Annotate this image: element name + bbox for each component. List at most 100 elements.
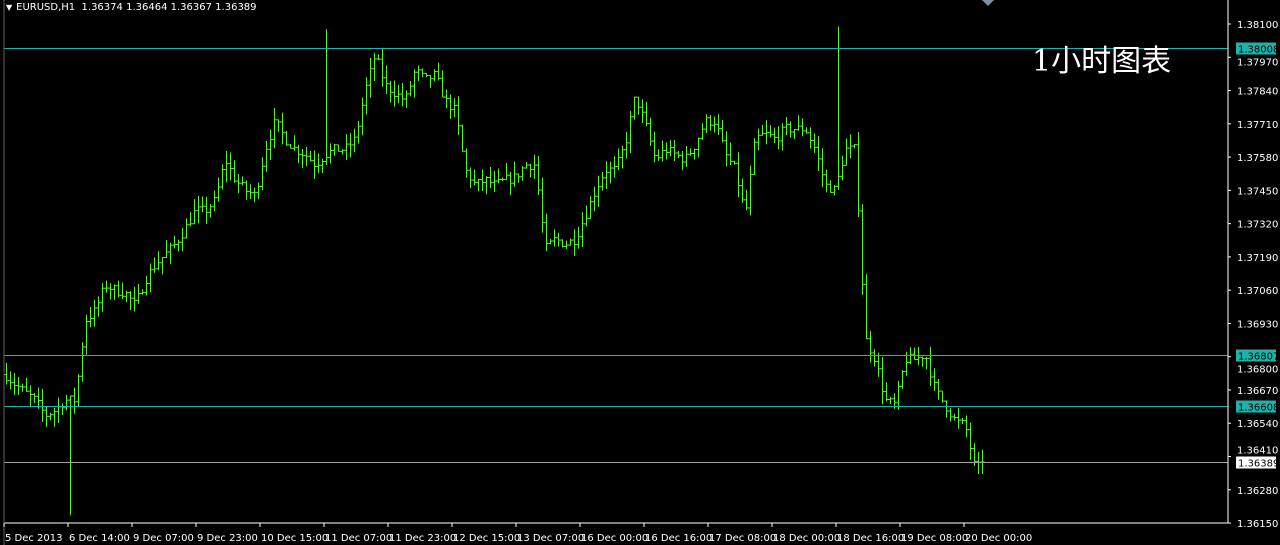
ohlc-bar — [188, 212, 193, 227]
ohlc-bar — [40, 388, 45, 422]
ohlc-bar — [292, 135, 297, 151]
ohlc-bar — [756, 128, 761, 151]
time-tick-label: 10 Dec 15:00 — [261, 533, 328, 544]
close-price: 1.36389 — [215, 2, 257, 13]
ohlc-bar — [76, 374, 81, 407]
ohlc-bar — [236, 174, 241, 194]
ohlc-bar — [248, 184, 253, 200]
ohlc-bar — [388, 80, 393, 103]
ohlc-bar — [276, 119, 281, 132]
ohlc-bar — [596, 175, 601, 207]
ohlc-bar — [968, 422, 973, 460]
ohlc-bar — [584, 205, 589, 227]
ohlc-bar — [68, 395, 73, 516]
ohlc-bar — [168, 242, 173, 265]
ohlc-bar — [116, 280, 121, 298]
ohlc-bar — [844, 138, 849, 166]
ohlc-bar — [592, 186, 597, 212]
time-tick-label: 5 Dec 2013 — [5, 533, 63, 544]
ohlc-bar — [752, 138, 757, 175]
ohlc-bar — [536, 156, 541, 195]
ohlc-bar — [360, 97, 365, 136]
ohlc-bar — [408, 81, 413, 97]
ohlc-bar — [832, 184, 837, 196]
ohlc-bar — [372, 52, 377, 81]
ohlc-bar — [160, 257, 165, 275]
ohlc-bar — [100, 283, 105, 312]
ohlc-bar — [684, 146, 689, 167]
ohlc-bar — [796, 115, 801, 131]
ohlc-bar — [476, 178, 481, 192]
price-label-text: 1.36807 — [1238, 352, 1279, 363]
ohlc-bar — [676, 150, 681, 158]
ohlc-bar — [352, 128, 357, 153]
ohlc-bar — [392, 80, 397, 107]
ohlc-bar — [208, 203, 213, 218]
ohlc-bar — [412, 69, 417, 98]
ohlc-bar — [876, 352, 881, 377]
ohlc-bar — [516, 173, 521, 183]
ohlc-bar — [836, 26, 841, 190]
ohlc-bar — [716, 114, 721, 135]
ohlc-bar — [204, 196, 209, 224]
ohlc-bar — [912, 347, 917, 360]
ohlc-bar — [220, 164, 225, 190]
ohlc-bar — [488, 166, 493, 189]
time-tick-label: 13 Dec 07:00 — [517, 533, 584, 544]
ohlc-bar — [468, 167, 473, 189]
ohlc-bar — [140, 289, 145, 295]
dropdown-triangle-icon[interactable]: ▼ — [6, 3, 13, 12]
ohlc-bar — [104, 280, 109, 293]
ohlc-bar — [400, 82, 405, 107]
time-tick-label: 18 Dec 16:00 — [837, 533, 904, 544]
ohlc-bar — [828, 180, 833, 193]
ohlc-bar — [732, 160, 737, 165]
ohlc-bar — [896, 380, 901, 410]
ohlc-bar — [508, 171, 513, 196]
ohlc-bar — [976, 451, 981, 475]
price-tick-label: 1.38100 — [1237, 20, 1278, 31]
open-price: 1.36374 — [81, 2, 123, 13]
ohlc-bar — [512, 161, 517, 187]
ohlc-bar — [460, 124, 465, 152]
ohlc-bar — [956, 407, 961, 429]
ohlc-bar — [660, 140, 665, 162]
ohlc-bar — [540, 177, 545, 233]
ohlc-bar — [216, 177, 221, 202]
ohlc-bar — [304, 146, 309, 167]
ohlc-bar — [564, 240, 569, 249]
ohlc-bar — [728, 142, 733, 166]
ohlc-bar — [800, 118, 805, 137]
ohlc-bar — [480, 169, 485, 192]
ohlc-bar — [244, 180, 249, 200]
ohlc-bar — [884, 382, 889, 402]
ohlc-bar — [428, 74, 433, 88]
ohlc-bar — [960, 417, 965, 425]
high-price: 1.36464 — [126, 2, 168, 13]
chart-shift-marker-icon[interactable] — [982, 0, 994, 6]
ohlc-bar — [164, 240, 169, 259]
ohlc-bar — [672, 140, 677, 162]
ohlc-bar — [612, 156, 617, 178]
ohlc-bar — [616, 148, 621, 171]
ohlc-bar — [308, 151, 313, 162]
ohlc-bar — [888, 396, 893, 404]
ohlc-bar — [848, 134, 853, 158]
ohlc-bar — [296, 144, 301, 164]
ohlc-bar — [780, 123, 785, 151]
ohlc-bar — [128, 290, 133, 310]
ohlc-bar — [120, 282, 125, 300]
ohlc-bar — [880, 356, 885, 405]
ohlc-bar — [456, 96, 461, 136]
ohlc-bar — [348, 133, 353, 158]
chart-watermark: 1小时图表 — [1032, 44, 1172, 79]
ohlc-bar — [448, 94, 453, 119]
ohlc-bar — [776, 126, 781, 150]
ohlc-bar — [744, 189, 749, 211]
ohlc-bar — [712, 116, 717, 133]
ohlc-bar — [112, 284, 117, 300]
ohlc-bar — [624, 132, 629, 159]
ohlc-bar — [328, 143, 333, 164]
ohlc-bar — [760, 124, 765, 136]
